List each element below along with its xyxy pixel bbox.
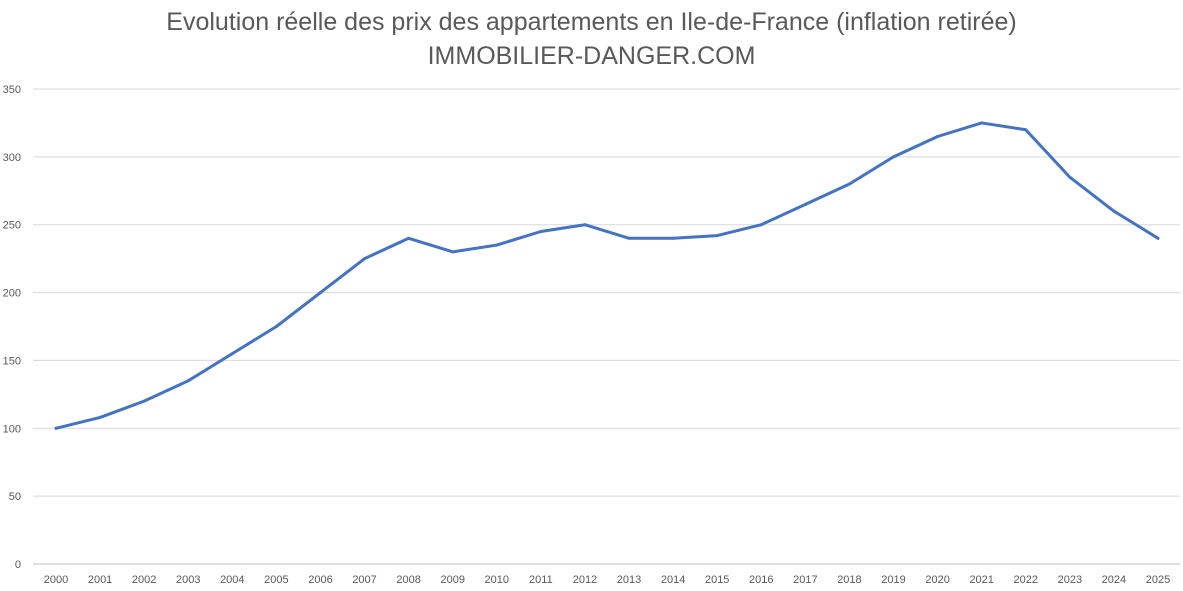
data-point xyxy=(54,426,58,430)
data-point xyxy=(274,325,278,328)
series-line xyxy=(54,121,1160,430)
data-point xyxy=(847,182,851,186)
data-point xyxy=(627,236,631,240)
data-point xyxy=(759,223,763,227)
data-point xyxy=(1068,175,1072,179)
x-tick-label: 2024 xyxy=(1102,574,1126,586)
y-tick-label: 250 xyxy=(3,220,21,232)
x-tick-label: 2019 xyxy=(881,574,905,586)
x-tick-label: 2013 xyxy=(617,574,641,586)
x-tick-label: 2015 xyxy=(705,574,729,586)
data-point xyxy=(230,352,234,356)
x-tick-label: 2016 xyxy=(749,574,773,586)
data-point xyxy=(142,399,146,403)
data-point xyxy=(892,155,896,159)
data-point xyxy=(715,234,719,238)
x-tick-label: 2018 xyxy=(837,574,861,586)
y-tick-label: 350 xyxy=(3,84,21,96)
data-point xyxy=(671,236,675,240)
x-tick-label: 2012 xyxy=(573,574,597,586)
x-tick-label: 2007 xyxy=(352,574,376,586)
x-tick-label: 2008 xyxy=(396,574,420,586)
data-point xyxy=(407,236,411,240)
x-tick-label: 2001 xyxy=(88,574,112,586)
chart-title: Evolution réelle des prix des appartemen… xyxy=(166,8,1017,36)
data-point xyxy=(1024,128,1028,132)
data-point xyxy=(980,121,984,125)
data-point xyxy=(318,291,322,295)
data-point xyxy=(495,243,499,247)
data-point xyxy=(1112,209,1116,213)
x-tick-label: 2003 xyxy=(176,574,200,586)
x-tick-label: 2017 xyxy=(793,574,817,586)
data-point xyxy=(539,230,543,233)
x-tick-label: 2010 xyxy=(485,574,509,586)
y-tick-label: 50 xyxy=(9,491,21,503)
x-tick-label: 2006 xyxy=(308,574,332,586)
data-point xyxy=(1156,236,1160,240)
y-tick-label: 0 xyxy=(15,559,21,571)
x-tick-label: 2011 xyxy=(529,574,553,586)
x-tick-label: 2009 xyxy=(440,574,464,586)
data-point xyxy=(936,135,940,138)
x-tick-label: 2023 xyxy=(1058,574,1082,586)
x-tick-label: 2025 xyxy=(1146,574,1170,586)
x-tick-label: 2002 xyxy=(132,574,156,586)
x-tick-label: 2000 xyxy=(44,574,68,586)
data-point xyxy=(451,250,455,254)
y-tick-label: 150 xyxy=(3,355,21,367)
x-tick-label: 2022 xyxy=(1014,574,1038,586)
x-tick-label: 2014 xyxy=(661,574,685,586)
x-tick-label: 2004 xyxy=(220,574,244,586)
y-tick-label: 100 xyxy=(3,423,21,435)
data-point xyxy=(363,257,367,261)
y-tick-label: 200 xyxy=(3,288,21,300)
data-point xyxy=(583,223,587,227)
x-tick-label: 2005 xyxy=(264,574,288,586)
data-point xyxy=(98,415,102,419)
data-point xyxy=(186,379,190,383)
x-tick-label: 2021 xyxy=(969,574,993,586)
chart-subtitle: IMMOBILIER-DANGER.COM xyxy=(427,42,756,70)
y-tick-label: 300 xyxy=(3,152,21,164)
data-point xyxy=(803,202,807,206)
x-tick-label: 2020 xyxy=(925,574,949,586)
